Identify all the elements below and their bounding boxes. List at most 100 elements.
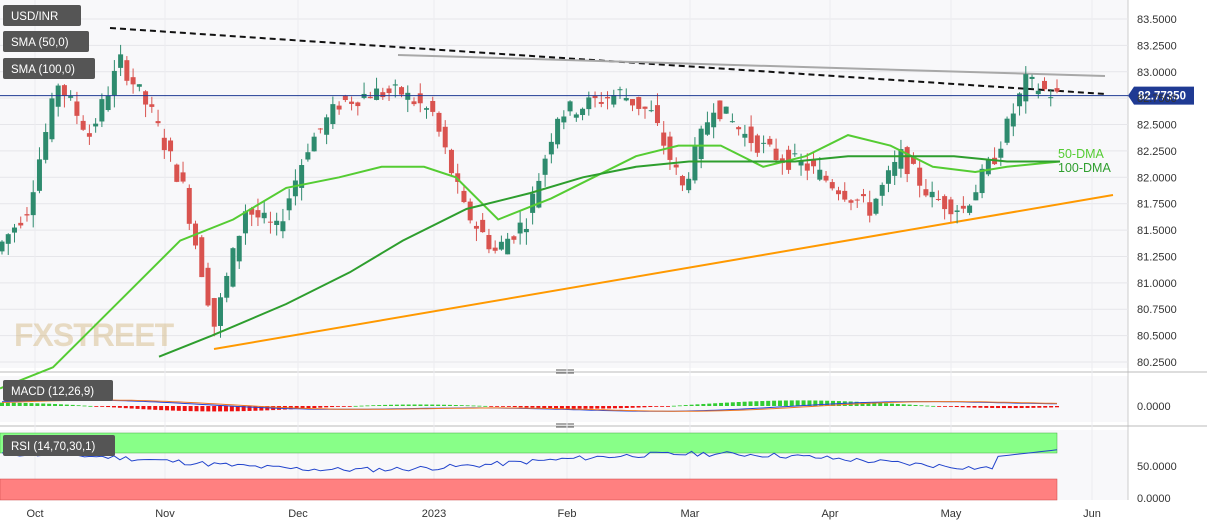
macd-hist-bar <box>176 406 181 411</box>
macd-hist-bar <box>100 406 105 407</box>
candle-body <box>255 210 261 218</box>
macd-hist-bar <box>418 404 423 406</box>
candle-body <box>836 190 842 195</box>
macd-hist-bar <box>147 406 152 410</box>
candle-body <box>804 163 810 171</box>
macd-hist-bar <box>677 405 682 407</box>
support-line <box>213 194 1114 350</box>
candle-body <box>898 149 904 169</box>
macd-hist-bar <box>666 406 671 407</box>
candle-body <box>261 212 267 219</box>
candle-body <box>555 118 561 145</box>
candle-body <box>960 205 966 209</box>
candle-body <box>143 91 149 105</box>
trendlines <box>109 27 1114 350</box>
y-tick-price: 81.0000 <box>1137 278 1177 290</box>
svg-text:MACD (12,26,9): MACD (12,26,9) <box>11 386 94 398</box>
x-tick-label: Jun <box>1083 508 1101 520</box>
ma-lines <box>0 134 1061 390</box>
macd-hist-bar <box>748 401 753 406</box>
macd-hist-bar <box>636 406 641 408</box>
candle-body <box>480 219 486 233</box>
macd-hist-bar <box>913 404 918 406</box>
macd-hist-bar <box>612 406 617 409</box>
divider-handle-2[interactable] <box>556 423 574 428</box>
macd-hist-bar <box>724 402 729 406</box>
candle-body <box>399 87 405 95</box>
candle-body <box>1004 118 1010 143</box>
macd-hist-bar <box>819 400 824 406</box>
macd-hist-bar <box>359 405 364 407</box>
candle-body <box>49 98 55 140</box>
candle-body <box>673 164 679 168</box>
macd-hist-bar <box>206 406 211 412</box>
y-tick-price: 83.0000 <box>1137 67 1177 79</box>
x-tick-label: Feb <box>558 508 577 520</box>
y-tick-price: 80.2500 <box>1137 357 1177 369</box>
candle-body <box>860 194 866 197</box>
macd-hist-bar <box>29 403 34 406</box>
macd-hist-bar <box>377 405 382 406</box>
y-tick-price: 80.5000 <box>1137 331 1177 343</box>
macd-hist-bar <box>47 403 52 406</box>
candle-body <box>973 192 979 201</box>
candle-body <box>935 198 941 200</box>
macd-hist-bar <box>654 406 659 407</box>
candle-body <box>536 180 542 208</box>
macd-hist-bar <box>41 403 46 406</box>
divider-handle-1[interactable] <box>556 369 574 374</box>
macd-hist-bar <box>966 406 971 408</box>
macd-hist-bar <box>607 406 612 409</box>
candle-body <box>486 235 492 250</box>
candle-body <box>692 145 698 181</box>
candle-body <box>1054 88 1060 92</box>
macd-hist-bar <box>477 405 482 407</box>
macd-hist-bar <box>624 406 629 408</box>
y-tick-rsi: 50.0000 <box>1137 461 1177 473</box>
macd-hist-bar <box>1049 406 1054 408</box>
y-tick-price: 81.2500 <box>1137 251 1177 263</box>
y-ticks: 83.5000 83.2500 83.0000 82.7500 82.5000 82.25… <box>1137 14 1177 505</box>
last-price-badge: 82.77350 <box>1128 86 1194 105</box>
candle-body <box>168 140 174 152</box>
legend-macd[interactable]: MACD (12,26,9) <box>3 380 113 401</box>
macd-signal-line <box>1 399 1058 412</box>
candle-body <box>180 172 186 182</box>
legend-rsi[interactable]: RSI (14,70,30,1) <box>3 435 115 456</box>
candle-body <box>186 187 192 224</box>
candle-body <box>492 247 498 251</box>
candle-body <box>704 122 710 135</box>
macd-hist-bar <box>984 406 989 408</box>
legend-usdinr[interactable]: USD/INR <box>3 5 81 26</box>
macd-hist-bar <box>442 404 447 406</box>
x-tick-label: Mar <box>681 508 700 520</box>
candle-body <box>249 208 255 215</box>
macd-hist-bar <box>671 405 676 407</box>
macd-hist-bar <box>730 402 735 406</box>
macd-hist-bar <box>754 401 759 406</box>
candle-body <box>767 138 773 145</box>
y-tick-rsi: 0.0000 <box>1137 493 1171 505</box>
candle-body <box>43 132 49 160</box>
legend-sma-50[interactable]: SMA (50,0) <box>3 31 89 52</box>
macd-hist-bar <box>701 403 706 406</box>
legend-sma-100[interactable]: SMA (100,0) <box>3 58 95 79</box>
y-tick-price: 83.5000 <box>1137 14 1177 26</box>
candle-body <box>979 168 985 194</box>
candle-body <box>299 165 305 188</box>
macd-hist-bar <box>530 406 535 408</box>
x-tick-label: Nov <box>155 508 175 520</box>
macd-hist-bar <box>1025 406 1030 408</box>
ma-label-100: 100-DMA <box>1058 161 1111 175</box>
last-price-label: 82.77350 <box>1138 91 1186 103</box>
rsi-oversold-zone <box>0 478 1058 501</box>
candle-body <box>274 220 280 225</box>
candle-body <box>292 180 298 197</box>
candle-body <box>174 164 180 182</box>
y-tick-price: 82.2500 <box>1137 146 1177 158</box>
macd-hist-bar <box>683 405 688 406</box>
macd-hist-bar <box>330 406 335 408</box>
candle-body <box>679 176 685 186</box>
candle-body <box>349 101 355 104</box>
macd-hist-bar <box>1055 406 1059 408</box>
